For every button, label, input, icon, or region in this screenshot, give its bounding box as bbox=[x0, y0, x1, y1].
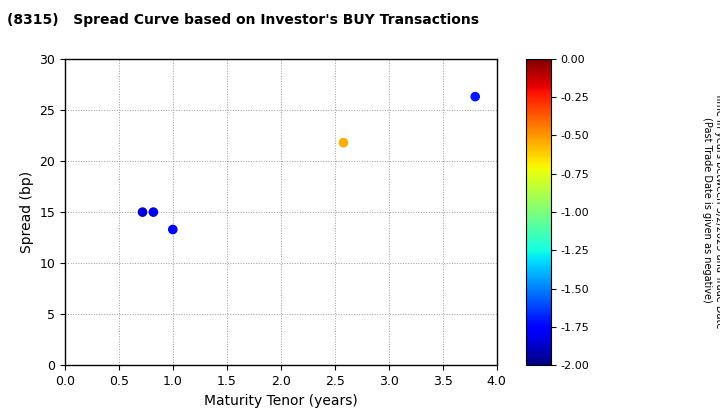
Point bbox=[148, 209, 159, 215]
Text: Time in years between 5/2/2025 and Trade Date
(Past Trade Date is given as negat: Time in years between 5/2/2025 and Trade… bbox=[702, 92, 720, 328]
Y-axis label: Spread (bp): Spread (bp) bbox=[19, 171, 34, 253]
Point bbox=[137, 209, 148, 215]
Point bbox=[338, 139, 349, 146]
Text: (8315)   Spread Curve based on Investor's BUY Transactions: (8315) Spread Curve based on Investor's … bbox=[7, 13, 480, 26]
Point bbox=[167, 226, 179, 233]
Point bbox=[469, 93, 481, 100]
X-axis label: Maturity Tenor (years): Maturity Tenor (years) bbox=[204, 394, 358, 408]
